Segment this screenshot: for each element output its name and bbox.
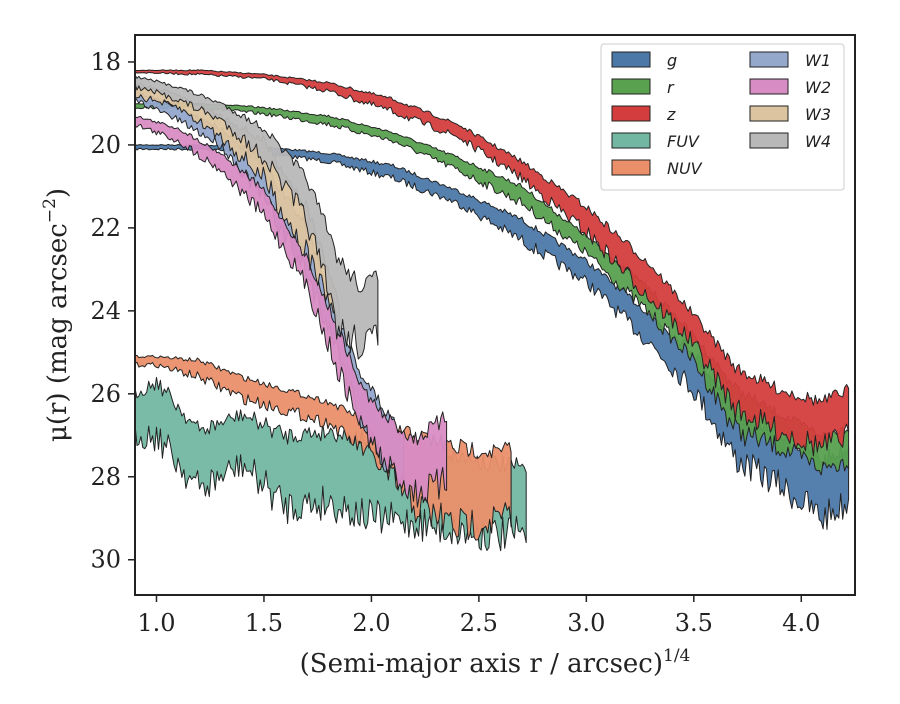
x-tick-label: 1.5	[245, 609, 283, 637]
legend-label-w4: W4	[805, 132, 831, 151]
legend-items: grz FUV NUV W1 W2 W3 W4	[611, 51, 831, 178]
legend-swatch-fuv	[611, 132, 651, 149]
legend-swatch-w2	[749, 78, 789, 95]
y-tick-label: 28	[90, 463, 121, 491]
legend-label-w3: W3	[805, 105, 831, 124]
y-tick-label: 22	[90, 214, 121, 242]
y-tick-label: 18	[90, 48, 121, 76]
x-axis-label-main: (Semi-major axis r / arcsec)	[300, 649, 663, 679]
legend-swatch-w4	[749, 132, 789, 149]
y-axis-ticks: 18 20 22 24 26 28 30	[90, 48, 135, 574]
y-axis-label-main: μ(r) (mag arcsec	[43, 223, 73, 442]
legend-label-z: z	[666, 105, 676, 124]
x-tick-label: 1.0	[137, 609, 175, 637]
x-tick-label: 3.5	[675, 609, 713, 637]
legend-swatch-g	[611, 51, 651, 68]
plot-frame	[134, 34, 856, 596]
x-tick-label: 4.0	[782, 609, 820, 637]
y-axis-label: μ(r) (mag arcsec−2)	[40, 188, 73, 442]
x-tick-label: 2.0	[352, 609, 390, 637]
legend-label-r: r	[667, 78, 675, 97]
legend-label-g: g	[667, 51, 677, 70]
legend-swatch-w1	[749, 51, 789, 68]
x-axis-ticks: 1.0 1.5 2.0 2.5 3.0 3.5 4.0	[137, 595, 820, 637]
y-tick-label: 26	[90, 380, 121, 408]
legend-label-fuv: FUV	[667, 132, 700, 151]
legend-label-w1: W1	[805, 51, 831, 70]
x-axis-label-exponent: 1/4	[663, 646, 690, 666]
x-axis-label: (Semi-major axis r / arcsec)1/4	[300, 646, 691, 679]
legend-label-nuv: NUV	[667, 159, 703, 178]
y-tick-label: 20	[90, 131, 121, 159]
y-tick-label: 24	[90, 297, 121, 325]
legend-swatch-w3	[749, 105, 789, 122]
x-tick-label: 3.0	[567, 609, 605, 637]
y-tick-label: 30	[90, 546, 121, 574]
series-layer	[135, 69, 850, 552]
legend-swatch-nuv	[611, 159, 651, 176]
legend-swatch-r	[611, 78, 651, 95]
x-tick-label: 2.5	[460, 609, 498, 637]
legend: grz FUV NUV W1 W2 W3 W4	[600, 43, 845, 191]
series-band-w2	[135, 116, 448, 508]
series-band-z	[135, 69, 850, 457]
y-axis-label-exponent: −2	[40, 198, 60, 223]
y-axis-label-close: )	[43, 188, 73, 198]
series-band-w4	[135, 74, 379, 360]
series-band-g	[135, 143, 850, 530]
legend-swatch-z	[611, 105, 651, 122]
legend-label-w2: W2	[805, 78, 831, 97]
